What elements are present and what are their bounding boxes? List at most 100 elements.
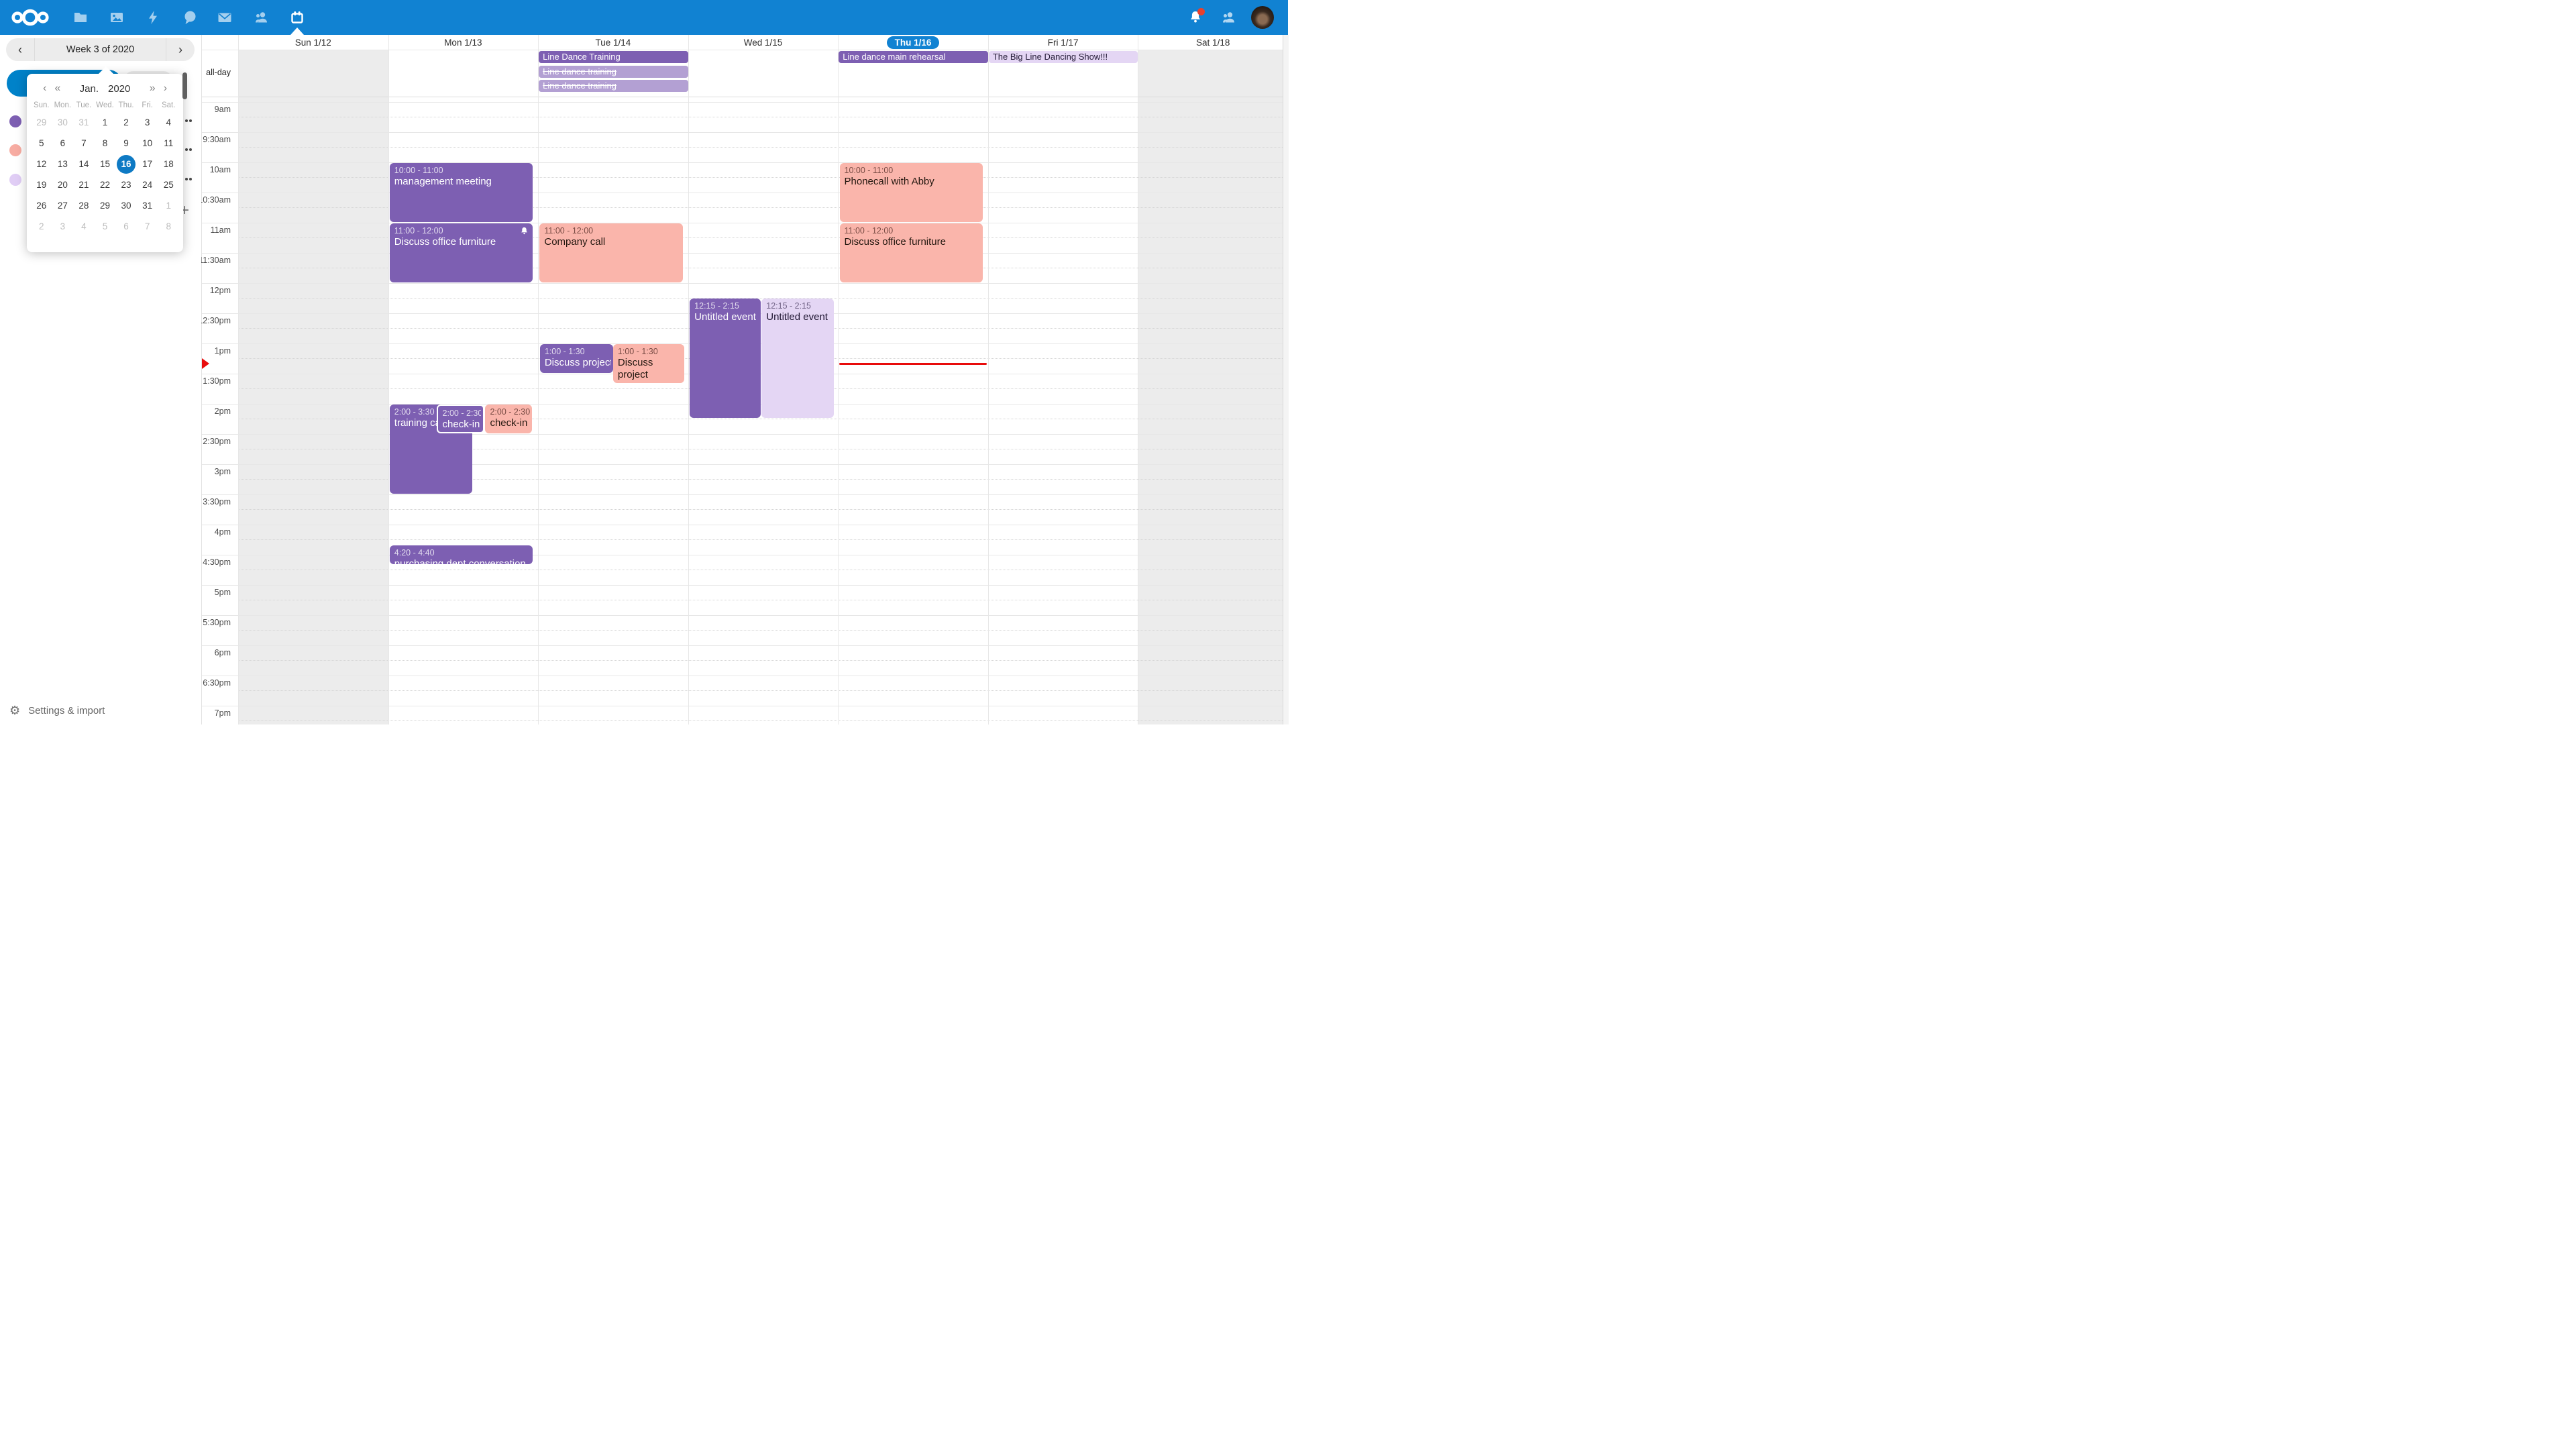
calendar-actions-icon[interactable] <box>185 119 195 123</box>
allday-event[interactable]: Line dance main rehearsal <box>839 51 988 63</box>
datepicker-day[interactable]: 20 <box>57 180 68 190</box>
calendar-color-dot <box>9 144 21 156</box>
notification-badge <box>1197 8 1205 15</box>
datepicker-day[interactable]: 4 <box>81 221 87 231</box>
allday-event[interactable]: Line Dance Training <box>539 51 688 63</box>
allday-event[interactable]: The Big Line Dancing Show!!! <box>988 51 1138 63</box>
datepicker-day[interactable]: 27 <box>57 201 68 211</box>
datepicker-day[interactable]: 31 <box>142 201 153 211</box>
datepicker-day[interactable]: 6 <box>60 138 66 148</box>
grid-line <box>201 494 1288 495</box>
datepicker-day[interactable]: 4 <box>166 117 171 127</box>
datepicker-day[interactable]: 2 <box>39 221 44 231</box>
datepicker-day[interactable]: 17 <box>142 159 153 169</box>
datepicker-day[interactable]: 24 <box>142 180 153 190</box>
datepicker-day[interactable]: 2 <box>123 117 129 127</box>
nextcloud-logo[interactable] <box>11 9 50 26</box>
settings-import[interactable]: ⚙ Settings & import <box>9 704 105 718</box>
next-year-icon[interactable]: » <box>149 83 156 94</box>
datepicker-day[interactable]: 19 <box>36 180 47 190</box>
next-month-icon[interactable]: › <box>163 83 168 94</box>
datepicker-day[interactable]: 28 <box>78 201 89 211</box>
event[interactable]: 11:00 - 12:00 Discuss office furniture <box>389 223 533 282</box>
calendar-list-item[interactable] <box>0 141 201 160</box>
allday-event[interactable]: Line dance training <box>539 80 688 92</box>
datepicker-day[interactable]: 6 <box>123 221 129 231</box>
datepicker-day[interactable]: 25 <box>163 180 174 190</box>
datepicker-day[interactable]: 5 <box>102 221 108 231</box>
datepicker-day[interactable]: 18 <box>163 159 174 169</box>
page-scrollbar[interactable] <box>1283 35 1289 724</box>
datepicker-day[interactable]: 31 <box>78 117 89 127</box>
year-select[interactable]: 2020 <box>108 83 131 95</box>
datepicker-day[interactable]: 3 <box>144 117 150 127</box>
datepicker-day[interactable]: 8 <box>166 221 171 231</box>
event[interactable]: 2:00 - 2:30 check-in <box>485 404 533 433</box>
datepicker-day[interactable]: 8 <box>102 138 108 148</box>
prev-year-icon[interactable]: « <box>54 83 61 94</box>
datepicker-day[interactable]: 14 <box>78 159 89 169</box>
time-label: 7pm <box>214 708 231 718</box>
day-header[interactable]: Sun 1/12 <box>294 37 331 48</box>
datepicker-day[interactable]: 1 <box>102 117 108 127</box>
prev-month-icon[interactable]: ‹ <box>43 83 47 94</box>
notifications-bell-icon[interactable] <box>1187 8 1205 25</box>
datepicker-day[interactable]: 22 <box>99 180 110 190</box>
event[interactable]: 4:20 - 4:40 purchasing dept conversation <box>389 545 533 564</box>
event[interactable]: 10:00 - 11:00 Phonecall with Abby <box>839 162 983 222</box>
month-select[interactable]: Jan. <box>79 83 99 95</box>
talk-icon[interactable] <box>182 9 198 25</box>
datepicker-day[interactable]: 1 <box>166 201 171 211</box>
datepicker-day[interactable]: 23 <box>121 180 131 190</box>
datepicker-day[interactable]: 11 <box>164 138 174 148</box>
day-header[interactable]: Thu 1/16 <box>838 35 988 50</box>
datepicker-day[interactable]: 9 <box>123 138 129 148</box>
datepicker-day[interactable]: 15 <box>99 159 110 169</box>
datepicker-day[interactable]: 13 <box>57 159 68 169</box>
datepicker-day[interactable]: 30 <box>121 201 131 211</box>
day-header[interactable]: Sat 1/18 <box>1196 37 1230 48</box>
datepicker-day[interactable]: 21 <box>78 180 89 190</box>
next-week-button[interactable]: › <box>178 43 182 56</box>
datepicker-day[interactable]: 12 <box>36 159 47 169</box>
calendar-list-item[interactable] <box>0 170 201 189</box>
datepicker-day[interactable]: 5 <box>39 138 44 148</box>
previous-week-button[interactable]: ‹ <box>18 43 22 56</box>
allday-event[interactable]: Line dance training <box>539 65 688 78</box>
week-label-button[interactable]: Week 3 of 2020 <box>66 44 135 55</box>
contacts-menu-icon[interactable] <box>1221 9 1237 25</box>
datepicker-day[interactable]: 29 <box>36 117 47 127</box>
activity-icon[interactable] <box>145 9 161 25</box>
datepicker-day[interactable]: 7 <box>144 221 150 231</box>
event[interactable]: 10:00 - 11:00 management meeting <box>389 162 533 222</box>
day-header[interactable]: Tue 1/14 <box>595 37 631 48</box>
datepicker-day[interactable]: 10 <box>142 138 153 148</box>
event[interactable]: 11:00 - 12:00 Company call <box>539 223 683 282</box>
user-avatar[interactable] <box>1251 6 1274 29</box>
calendar-icon[interactable] <box>289 9 305 25</box>
datepicker-day[interactable]: 16 <box>115 154 137 174</box>
event[interactable]: 11:00 - 12:00 Discuss office furniture <box>839 223 983 282</box>
datepicker-day[interactable]: 3 <box>60 221 66 231</box>
datepicker-day[interactable]: 26 <box>36 201 47 211</box>
day-header[interactable]: Mon 1/13 <box>444 37 482 48</box>
datepicker-day[interactable]: 30 <box>57 117 68 127</box>
day-header[interactable]: Wed 1/15 <box>743 37 783 48</box>
photos-icon[interactable] <box>109 9 125 25</box>
sidebar-scrollbar-thumb[interactable] <box>182 72 187 99</box>
event[interactable]: 2:00 - 2:30 check-in <box>436 404 484 433</box>
datepicker-day[interactable]: 29 <box>99 201 110 211</box>
calendar-list-item[interactable] <box>0 112 201 131</box>
files-icon[interactable] <box>72 9 89 25</box>
calendar-actions-icon[interactable] <box>185 178 195 182</box>
event[interactable]: 12:15 - 2:15 Untitled event <box>690 299 761 418</box>
datepicker-day[interactable]: 7 <box>81 138 87 148</box>
day-header[interactable]: Fri 1/17 <box>1047 37 1079 48</box>
time-label: 2pm <box>214 406 231 416</box>
event[interactable]: 12:15 - 2:15 Untitled event <box>761 299 835 418</box>
mail-icon[interactable] <box>217 9 233 25</box>
contacts-icon[interactable] <box>254 9 270 25</box>
calendar-actions-icon[interactable] <box>185 148 195 152</box>
